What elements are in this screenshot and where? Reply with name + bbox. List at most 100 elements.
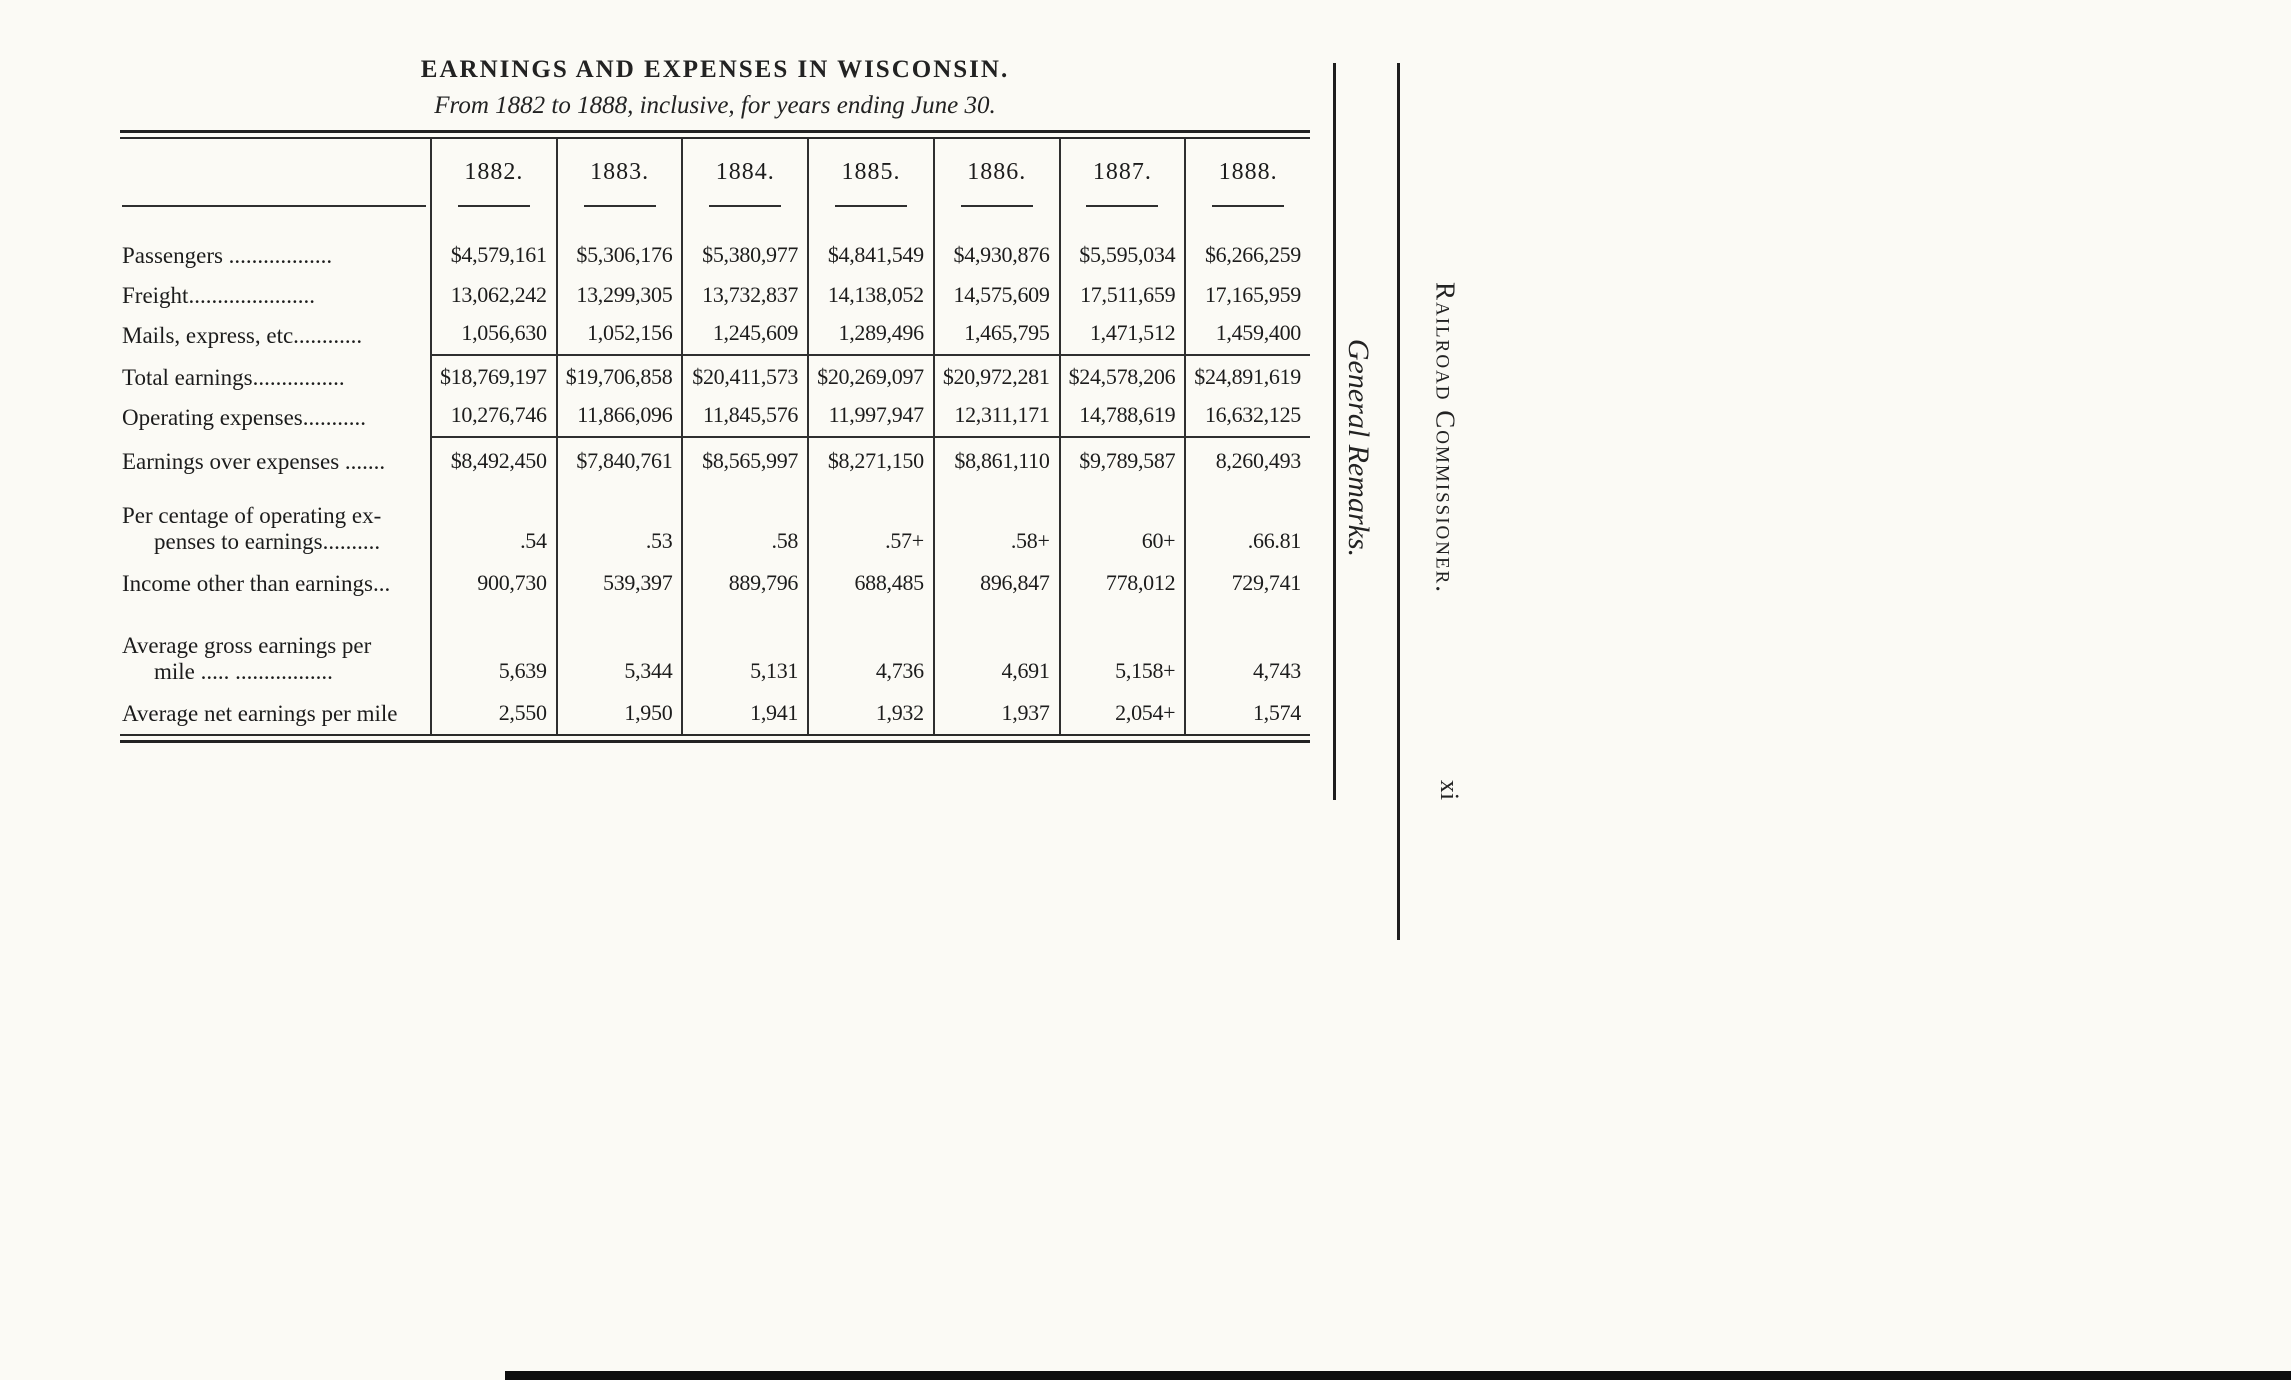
- cell-value: 10,276,746: [430, 398, 556, 438]
- year-column-header-1888: 1888.: [1184, 139, 1310, 214]
- cell-value: 11,997,947: [807, 398, 933, 438]
- header-underline: [122, 205, 426, 207]
- table-row: Freight...................... 13,062,242 1…: [120, 276, 1310, 316]
- cell-value: .53: [555, 482, 682, 562]
- cell-value: 1,574: [1184, 692, 1310, 734]
- row-label: Average gross earnings per mile ..... ...…: [120, 604, 430, 692]
- table-row: Average net earnings per mile 2,550 1,950 1…: [120, 692, 1310, 734]
- cell-value: 17,165,959: [1184, 276, 1310, 316]
- page-number: xi: [1435, 779, 1464, 801]
- cell-value: 14,788,619: [1058, 398, 1185, 438]
- table-top-rule: [120, 130, 1310, 133]
- row-label-line-1: Average gross earnings per: [122, 633, 372, 658]
- row-label: Per centage of operating ex-penses to ea…: [120, 482, 430, 562]
- row-label-line-2: penses to earnings..........: [154, 529, 381, 554]
- cell-value: 4,743: [1184, 604, 1310, 692]
- year-label: 1885.: [841, 159, 901, 185]
- cell-value: 60+: [1058, 482, 1185, 562]
- cell-value: 1,289,496: [807, 316, 933, 356]
- cell-value: $4,579,161: [430, 214, 556, 276]
- cell-value: $7,840,761: [555, 438, 682, 482]
- year-column-header-1887: 1887.: [1058, 139, 1185, 214]
- cell-value: 1,471,512: [1058, 316, 1185, 356]
- cell-value: .58+: [932, 482, 1059, 562]
- year-column-header-1885: 1885.: [807, 139, 933, 214]
- table-row: Operating expenses........... 10,276,746 1…: [120, 398, 1310, 438]
- cell-value: 11,845,576: [681, 398, 808, 438]
- table-row: Total earnings................ $18,769,19…: [120, 356, 1310, 398]
- table-top-rule-inner: [120, 137, 1310, 139]
- cell-value: 1,941: [681, 692, 807, 734]
- cell-value: 11,866,096: [555, 398, 682, 438]
- year-label: 1884.: [715, 159, 775, 185]
- cell-value: 12,311,171: [932, 398, 1059, 438]
- year-column-header-1884: 1884.: [681, 139, 807, 214]
- cell-value: $5,595,034: [1058, 214, 1185, 276]
- railroad-commissioner-running-head: Railroad Commissioner.: [1430, 281, 1461, 595]
- cell-value: 889,796: [681, 562, 807, 604]
- header-underline: [583, 205, 656, 207]
- document-subtitle: From 1882 to 1888, inclusive, for years …: [434, 92, 996, 119]
- row-label-line-1: Per centage of operating ex-: [122, 503, 382, 528]
- cell-value: 17,511,659: [1058, 276, 1185, 316]
- header-underline: [457, 205, 530, 207]
- cell-value: $9,789,587: [1058, 438, 1185, 482]
- cell-value: 13,299,305: [555, 276, 682, 316]
- cell-value: $8,271,150: [807, 438, 933, 482]
- year-column-header-1883: 1883.: [555, 139, 682, 214]
- header-underline: [709, 205, 782, 207]
- cell-value: 2,054+: [1058, 692, 1185, 734]
- cell-value: 5,131: [681, 604, 807, 692]
- row-label-line-2: mile ..... .................: [154, 659, 333, 684]
- cell-value: $8,492,450: [430, 438, 556, 482]
- right-margin-vertical-rule-2: [1397, 63, 1400, 940]
- year-label: 1888.: [1218, 159, 1278, 185]
- right-margin-vertical-rule-1: [1333, 63, 1336, 800]
- year-label: 1882.: [464, 159, 524, 185]
- document-title: EARNINGS AND EXPENSES IN WISCONSIN.: [420, 56, 1010, 83]
- cell-value: 4,736: [807, 604, 933, 692]
- cell-value: .58: [681, 482, 807, 562]
- general-remarks-running-head: General Remarks.: [1342, 338, 1375, 558]
- header-underline: [960, 205, 1033, 207]
- table-bottom-rule: [120, 740, 1310, 743]
- cell-value: .57+: [807, 482, 933, 562]
- cell-value: 1,465,795: [932, 316, 1059, 356]
- year-label: 1887.: [1092, 159, 1152, 185]
- cell-value: 14,138,052: [807, 276, 933, 316]
- row-label: Total earnings................: [122, 365, 345, 390]
- cell-value: 14,575,609: [932, 276, 1059, 316]
- earnings-expenses-table: 1882. 1883. 1884. 1885. 1886. 1887. 1888…: [120, 130, 1310, 743]
- row-label: Income other than earnings...: [122, 571, 391, 596]
- cell-value: 1,459,400: [1184, 316, 1310, 356]
- cell-value: 1,052,156: [555, 316, 682, 356]
- header-underline: [834, 205, 907, 207]
- cell-value: 5,344: [555, 604, 682, 692]
- table-row: Passengers .................. $4,579,161 $…: [120, 214, 1310, 276]
- cell-value: 539,397: [555, 562, 682, 604]
- cell-value: $6,266,259: [1184, 214, 1310, 276]
- cell-value: $20,269,097: [807, 356, 933, 398]
- cell-value: 729,741: [1184, 562, 1310, 604]
- row-label: Mails, express, etc............: [122, 323, 363, 348]
- row-label: Operating expenses...........: [122, 405, 366, 430]
- row-label: Freight......................: [122, 283, 315, 308]
- year-column-header-1882: 1882.: [430, 139, 556, 214]
- cell-value: 16,632,125: [1184, 398, 1310, 438]
- header-underline: [1212, 205, 1285, 207]
- cell-value: 4,691: [932, 604, 1059, 692]
- cell-value: $8,861,110: [932, 438, 1059, 482]
- row-label: Earnings over expenses .......: [122, 449, 386, 474]
- cell-value: 1,937: [932, 692, 1059, 734]
- cell-value: $8,565,997: [681, 438, 807, 482]
- table-row: Earnings over expenses ....... $8,492,450…: [120, 438, 1310, 482]
- cell-value: 1,056,630: [430, 316, 556, 356]
- header-underline: [1086, 205, 1159, 207]
- year-label: 1883.: [590, 159, 650, 185]
- cell-value: 8,260,493: [1184, 438, 1310, 482]
- table-body: Passengers .................. $4,579,161 $…: [120, 214, 1310, 734]
- cell-value: 5,639: [430, 604, 556, 692]
- cell-value: 2,550: [430, 692, 556, 734]
- cell-value: $5,306,176: [555, 214, 682, 276]
- year-column-header-1886: 1886.: [932, 139, 1059, 214]
